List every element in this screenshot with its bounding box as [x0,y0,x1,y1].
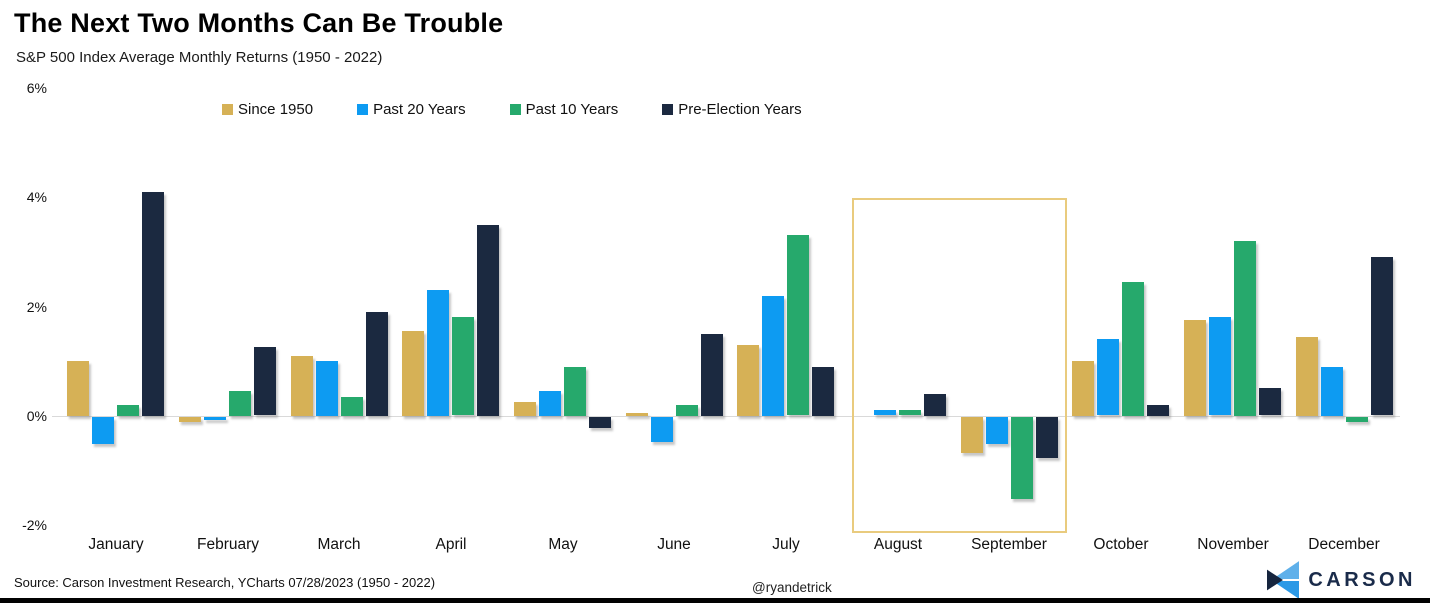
bar-june-pre-election-years [701,333,723,416]
bar-november-since-1950 [1184,320,1206,417]
carson-logo: CARSON [1267,561,1416,599]
bar-october-past-10-years [1122,281,1144,416]
bar-may-past-10-years [564,366,586,416]
bar-may-since-1950 [514,402,536,417]
chart-subtitle: S&P 500 Index Average Monthly Returns (1… [16,49,383,66]
month-label-june: June [657,536,691,553]
month-label-december: December [1308,536,1380,553]
chart-legend: Since 1950 Past 20 Years Past 10 Years Pre-… [222,101,802,118]
bar-may-past-20-years [539,391,561,417]
bar-august-pre-election-years [924,393,946,416]
bar-march-past-10-years [341,396,363,416]
bar-october-since-1950 [1072,361,1094,417]
bar-august-past-20-years [874,410,896,416]
bar-december-since-1950 [1296,336,1318,416]
bar-april-pre-election-years [477,224,499,416]
legend-label: Since 1950 [238,101,314,118]
author-handle: @ryandetrick [752,580,832,595]
month-label-september: September [971,536,1047,553]
bar-january-since-1950 [67,361,89,417]
bar-november-pre-election-years [1259,388,1281,416]
y-tick-label: -2% [22,517,47,533]
y-tick-label: 6% [26,80,47,96]
bar-february-pre-election-years [254,347,276,416]
y-tick-label: 2% [26,298,47,315]
bar-july-past-20-years [762,295,784,416]
bar-february-past-20-years [204,416,226,420]
zero-axis-line [52,415,1400,417]
month-label-april: April [435,536,467,553]
month-label-march: March [317,536,361,553]
bar-march-pre-election-years [366,311,388,416]
bar-april-since-1950 [402,331,424,417]
bar-february-since-1950 [179,416,201,422]
bar-december-past-10-years [1346,416,1368,422]
bar-june-past-20-years [651,416,673,442]
highlight-box-aug-sep [852,198,1067,533]
bar-april-past-20-years [427,290,449,417]
page-title: The Next Two Months Can Be Trouble [14,8,504,38]
legend-item-3: Past 10 Years [509,101,619,118]
bar-september-past-10-years [1011,416,1033,499]
bar-february-past-10-years [229,391,251,417]
bar-october-past-20-years [1097,339,1119,416]
month-label-august: August [873,536,923,553]
carson-logo-text: CARSON [1308,568,1416,591]
legend-label: Past 10 Years [525,101,619,118]
y-tick-label: 0% [26,407,47,424]
bar-march-since-1950 [291,355,313,416]
month-label-july: July [772,536,800,553]
legend-swatch-icon [357,104,369,115]
legend-label: Past 20 Years [373,101,466,118]
bar-september-since-1950 [961,416,983,453]
bar-july-since-1950 [737,344,759,416]
source-note: Source: Carson Investment Research, YCha… [14,575,436,590]
bar-july-past-10-years [787,235,809,416]
bar-august-past-10-years [899,410,921,416]
month-label-may: May [548,536,578,553]
legend-item-1: Since 1950 [222,101,313,118]
bar-june-since-1950 [626,413,648,417]
legend-swatch-icon [509,104,521,115]
bar-january-past-20-years [92,416,114,444]
month-label-january: January [88,536,144,553]
bar-january-pre-election-years [142,191,164,416]
bar-december-past-20-years [1321,366,1343,416]
plot-area [52,88,1400,525]
bar-may-pre-election-years [589,416,611,428]
month-label-october: October [1093,536,1149,553]
bar-november-past-20-years [1209,317,1231,416]
bar-january-past-10-years [117,404,139,416]
month-label-november: November [1197,536,1269,553]
bar-september-pre-election-years [1036,416,1058,458]
bar-october-pre-election-years [1147,404,1169,416]
bar-june-past-10-years [676,404,698,416]
legend-item-4: Pre-Election Years [662,101,802,118]
y-tick-label: 4% [26,189,47,206]
bar-december-pre-election-years [1371,257,1393,416]
legend-swatch-icon [662,104,674,115]
legend-label: Pre-Election Years [678,101,802,118]
carson-logo-icon [1267,561,1300,599]
bar-september-past-20-years [986,416,1008,444]
bottom-accent-bar [0,598,1430,603]
bar-november-past-10-years [1234,240,1256,416]
legend-swatch-icon [222,104,233,115]
legend-item-2: Past 20 Years [357,101,466,118]
month-label-february: February [196,536,260,553]
bar-april-past-10-years [452,317,474,416]
bar-march-past-20-years [316,361,338,417]
bar-july-pre-election-years [812,366,834,416]
